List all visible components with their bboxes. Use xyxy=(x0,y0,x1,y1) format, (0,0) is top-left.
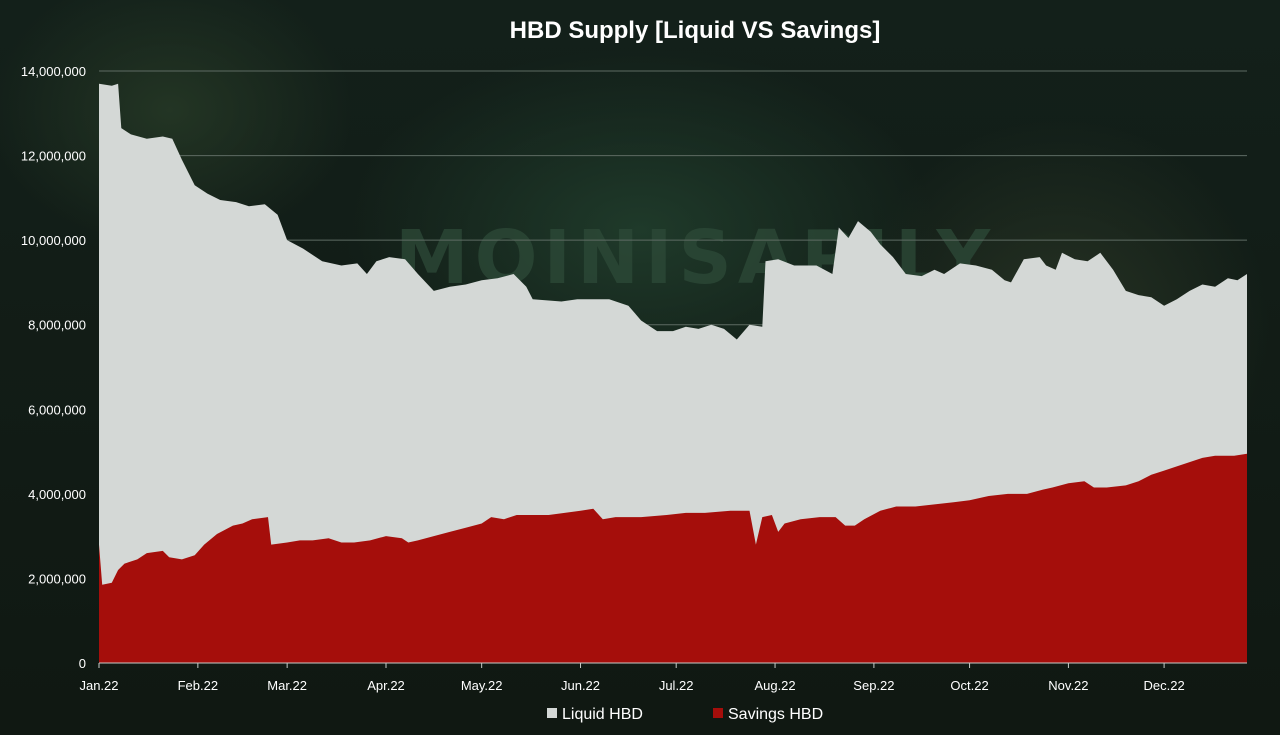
y-tick-label: 2,000,000 xyxy=(28,571,86,586)
legend-swatch-liquid-hbd xyxy=(547,708,557,718)
y-tick-label: 12,000,000 xyxy=(21,149,86,164)
y-tick-label: 14,000,000 xyxy=(21,64,86,79)
x-tick-label: Jul.22 xyxy=(659,678,694,693)
x-axis-tick-labels: Jan.22 Feb.22 Mar.22 Apr.22 May.22 Jun.22 Jul.… xyxy=(79,663,1185,693)
x-tick-label: May.22 xyxy=(461,678,503,693)
x-tick-label: Jun.22 xyxy=(561,678,600,693)
legend: Liquid HBD Savings HBD xyxy=(547,706,823,723)
x-tick-label: Apr.22 xyxy=(367,678,405,693)
x-tick-label: Aug.22 xyxy=(754,678,795,693)
x-tick-label: Mar.22 xyxy=(267,678,307,693)
legend-label-liquid-hbd: Liquid HBD xyxy=(562,706,643,723)
y-tick-label: 0 xyxy=(79,656,86,671)
x-tick-label: Feb.22 xyxy=(178,678,218,693)
legend-label-savings-hbd: Savings HBD xyxy=(728,706,823,723)
x-tick-label: Dec.22 xyxy=(1143,678,1184,693)
chart-title: HBD Supply [Liquid VS Savings] xyxy=(510,17,881,44)
y-tick-label: 10,000,000 xyxy=(21,233,86,248)
x-tick-label: Oct.22 xyxy=(950,678,988,693)
series-savings-hbd-area xyxy=(99,453,1247,663)
x-tick-label: Nov.22 xyxy=(1048,678,1088,693)
y-axis-tick-labels: 0 2,000,000 4,000,000 6,000,000 8,000,000 10,… xyxy=(21,64,86,671)
y-tick-label: 4,000,000 xyxy=(28,487,86,502)
y-tick-label: 8,000,000 xyxy=(28,318,86,333)
legend-swatch-savings-hbd xyxy=(713,708,723,718)
y-tick-label: 6,000,000 xyxy=(28,402,86,417)
x-tick-label: Jan.22 xyxy=(79,678,118,693)
x-tick-label: Sep.22 xyxy=(853,678,894,693)
